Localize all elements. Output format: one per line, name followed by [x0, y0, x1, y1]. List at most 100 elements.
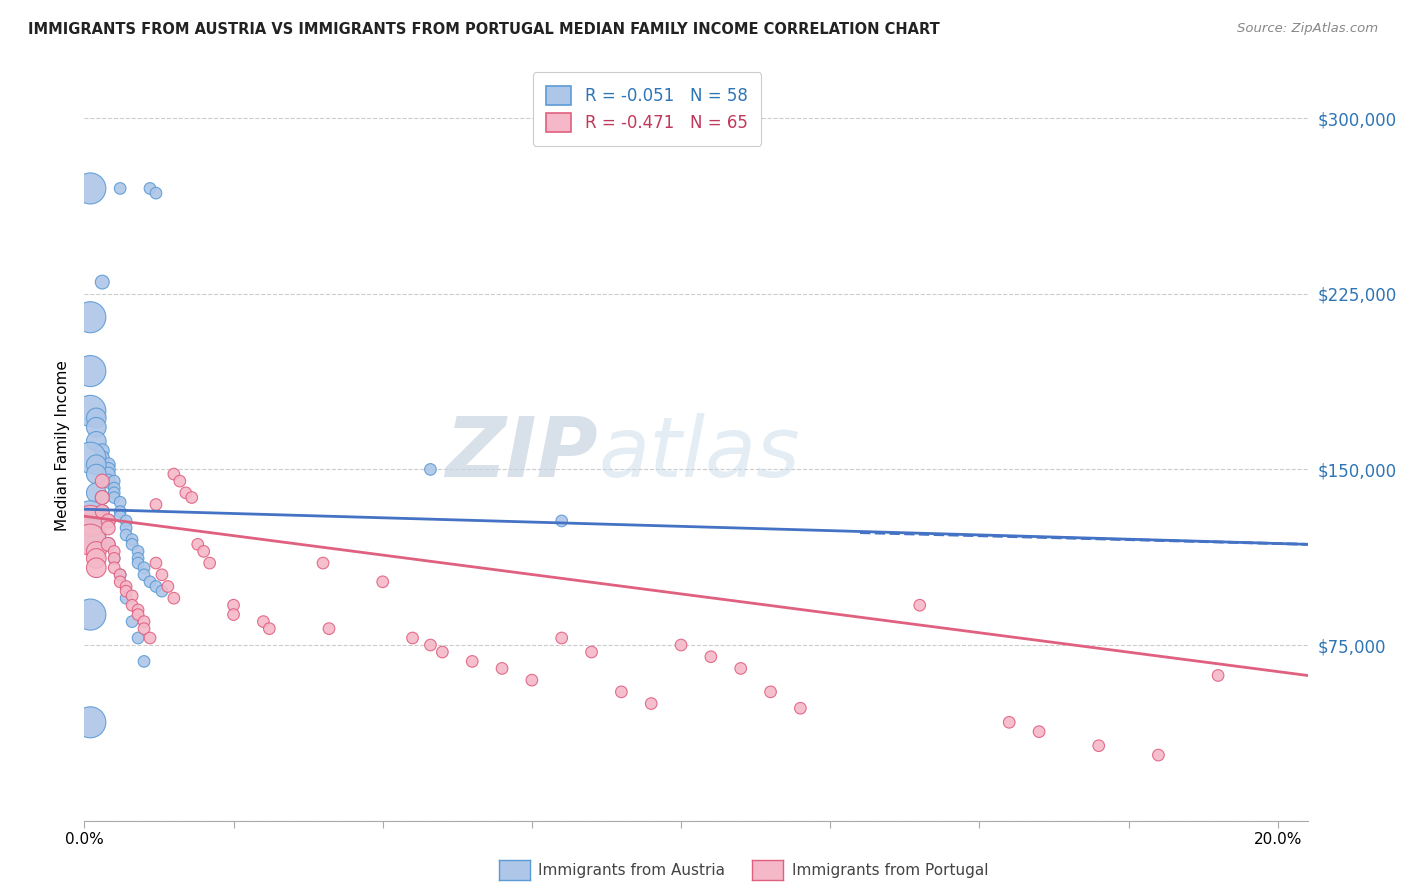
Point [84, 467, 107, 482]
Point [127, 607, 149, 622]
Point [156, 580, 179, 594]
Point [84, 551, 107, 566]
Point [121, 533, 143, 547]
Point [97, 514, 120, 528]
Point [91, 505, 114, 519]
Point [121, 537, 143, 551]
Point [91, 491, 114, 505]
Point [145, 580, 167, 594]
Point [187, 537, 209, 551]
Point [908, 599, 931, 613]
Point [127, 603, 149, 617]
Point [79, 364, 101, 378]
Point [581, 645, 603, 659]
Point [371, 574, 394, 589]
Point [108, 505, 131, 519]
Point [108, 567, 131, 582]
Point [97, 537, 120, 551]
Point [121, 615, 143, 629]
Point [84, 420, 107, 434]
Text: IMMIGRANTS FROM AUSTRIA VS IMMIGRANTS FROM PORTUGAL MEDIAN FAMILY INCOME CORRELA: IMMIGRANTS FROM AUSTRIA VS IMMIGRANTS FR… [28, 22, 939, 37]
Point [103, 551, 125, 566]
Point [419, 462, 441, 476]
Point [103, 544, 125, 558]
Point [103, 551, 125, 566]
Point [79, 514, 101, 528]
Point [222, 607, 245, 622]
Point [551, 631, 574, 645]
Point [79, 533, 101, 547]
Point [97, 462, 120, 476]
Point [163, 591, 186, 606]
Point [97, 521, 120, 535]
Point [79, 450, 101, 465]
Point [127, 556, 149, 570]
Point [103, 474, 125, 488]
Point [401, 631, 423, 645]
Point [132, 567, 155, 582]
Text: Immigrants from Austria: Immigrants from Austria [538, 863, 725, 878]
Point [150, 567, 173, 582]
Point [491, 661, 513, 675]
Point [79, 181, 101, 195]
Point [1028, 724, 1050, 739]
Point [91, 505, 114, 519]
Point [108, 567, 131, 582]
Point [1087, 739, 1109, 753]
Point [252, 615, 274, 629]
Y-axis label: Median Family Income: Median Family Income [55, 360, 70, 532]
Point [461, 655, 484, 669]
Point [115, 580, 138, 594]
Point [97, 467, 120, 482]
Point [193, 544, 215, 558]
Point [520, 673, 543, 688]
Text: Immigrants from Portugal: Immigrants from Portugal [792, 863, 988, 878]
Point [1206, 668, 1229, 682]
Point [127, 551, 149, 566]
Point [145, 556, 167, 570]
Point [115, 521, 138, 535]
Point [198, 556, 221, 570]
Point [103, 481, 125, 495]
Point [103, 491, 125, 505]
Point [91, 443, 114, 458]
Point [132, 655, 155, 669]
Point [132, 622, 155, 636]
Point [79, 528, 101, 542]
Point [127, 631, 149, 645]
Point [84, 411, 107, 425]
Point [419, 638, 441, 652]
Point [640, 697, 662, 711]
Point [91, 458, 114, 472]
Point [79, 715, 101, 730]
Point [318, 622, 340, 636]
Point [1147, 747, 1170, 762]
Point [115, 514, 138, 528]
Point [115, 528, 138, 542]
Point [127, 544, 149, 558]
Point [108, 574, 131, 589]
Point [79, 404, 101, 418]
Point [432, 645, 454, 659]
Point [150, 584, 173, 599]
Text: Source: ZipAtlas.com: Source: ZipAtlas.com [1237, 22, 1378, 36]
Point [180, 491, 202, 505]
Point [84, 485, 107, 500]
Point [103, 561, 125, 575]
Point [132, 561, 155, 575]
Point [79, 509, 101, 524]
Point [998, 715, 1021, 730]
Point [115, 591, 138, 606]
Point [84, 561, 107, 575]
Point [669, 638, 692, 652]
Point [79, 607, 101, 622]
Point [139, 574, 162, 589]
Point [139, 631, 162, 645]
Point [222, 599, 245, 613]
Point [91, 450, 114, 465]
Point [169, 474, 191, 488]
Legend: R = -0.051   N = 58, R = -0.471   N = 65: R = -0.051 N = 58, R = -0.471 N = 65 [533, 72, 761, 145]
Point [91, 275, 114, 289]
Point [121, 599, 143, 613]
Point [108, 509, 131, 524]
